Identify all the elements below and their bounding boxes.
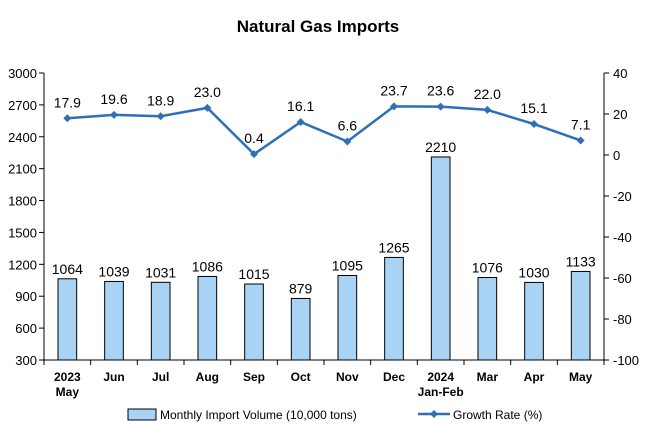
line-data-label: 7.1 xyxy=(571,116,591,132)
right-axis-tick-label: 20 xyxy=(613,107,627,122)
bar-data-label: 1095 xyxy=(332,257,363,273)
x-axis-tick-label: Jun xyxy=(103,370,124,384)
line-data-label: 22.0 xyxy=(474,86,501,102)
line-data-label: 6.6 xyxy=(338,117,358,133)
bar xyxy=(244,283,264,361)
bar-data-label: 1030 xyxy=(518,264,549,280)
bar-data-label: 1064 xyxy=(52,261,83,277)
line-data-label: 16.1 xyxy=(287,98,314,114)
left-axis-tick-label: 3000 xyxy=(8,66,37,81)
line-point xyxy=(436,102,445,111)
x-axis-tick-label: 2024 xyxy=(427,370,454,384)
line-point xyxy=(343,137,352,146)
legend-line-marker xyxy=(430,410,438,418)
line-data-label: 0.4 xyxy=(244,130,264,146)
bar-data-label: 879 xyxy=(289,280,313,296)
x-axis-tick-label: 2023 xyxy=(54,370,81,384)
right-axis-tick-label: -60 xyxy=(613,271,632,286)
line-point xyxy=(576,136,585,145)
bar-data-label: 1133 xyxy=(566,253,596,269)
x-axis-tick-label: Nov xyxy=(336,370,359,384)
left-axis-tick-label: 1200 xyxy=(8,257,37,272)
bar-data-label: 2210 xyxy=(425,139,456,155)
x-axis-tick-label: Oct xyxy=(291,370,311,384)
bar xyxy=(524,281,544,361)
chart-title: Natural Gas Imports xyxy=(237,17,400,36)
bar-data-label: 1076 xyxy=(472,260,503,276)
line-series xyxy=(63,102,585,159)
left-axis-tick-label: 300 xyxy=(15,353,37,368)
x-axis-tick-label: Aug xyxy=(196,370,219,384)
x-axis-tick-label: Apr xyxy=(524,370,545,384)
x-axis-tick-label: Jan-Feb xyxy=(418,385,464,399)
line-point xyxy=(156,112,165,121)
line-point xyxy=(110,110,118,119)
bar xyxy=(150,281,171,361)
bar-data-labels: 1064 1039 1031 1086 1015 879 1095 1265 2210 1076 1… xyxy=(52,139,596,296)
left-axis-tick-label: 1500 xyxy=(8,225,37,240)
bar xyxy=(337,274,358,361)
bar xyxy=(430,156,451,361)
x-axis-tick-label: May xyxy=(569,370,593,384)
right-axis-tick-label: -40 xyxy=(613,230,632,245)
line-point xyxy=(250,150,258,159)
legend-line-label: Growth Rate (%) xyxy=(453,408,542,422)
bar xyxy=(197,275,218,361)
bar xyxy=(384,256,404,361)
bar-series xyxy=(57,156,591,361)
bar xyxy=(477,277,498,361)
left-axis-tick-label: 2700 xyxy=(8,98,37,113)
bar-data-label: 1086 xyxy=(192,258,223,274)
line-point xyxy=(63,114,72,123)
bar xyxy=(104,280,124,361)
line-data-label: 15.1 xyxy=(520,100,547,116)
left-axis-tick-label: 1800 xyxy=(8,194,37,209)
line-data-label: 17.9 xyxy=(54,94,81,110)
line-data-labels: 17.9 19.6 18.9 23.0 0.4 16.1 6.6 23.7 23.6 22.0 15… xyxy=(54,82,591,146)
left-axis-tick-label: 900 xyxy=(15,289,37,304)
legend-bar-label: Monthly Import Volume (10,000 tons) xyxy=(160,408,357,422)
left-axis-tick-label: 2400 xyxy=(8,130,37,145)
line-point xyxy=(530,120,538,129)
right-axis-tick-label: -20 xyxy=(613,189,632,204)
x-axis-tick-label: Dec xyxy=(383,370,405,384)
line-point xyxy=(296,117,305,126)
legend: Monthly Import Volume (10,000 tons) Grow… xyxy=(127,408,542,422)
bar xyxy=(570,270,591,361)
right-axis: -100 -80 -60 -40 -20 0 20 40 xyxy=(603,66,639,368)
bar-data-label: 1015 xyxy=(238,266,269,282)
growth-rate-line xyxy=(67,105,582,156)
right-axis-tick-label: -100 xyxy=(613,353,639,368)
x-axis-tick-label: Sep xyxy=(243,370,265,384)
x-axis-tick-label: May xyxy=(56,385,80,399)
right-axis-tick-label: 0 xyxy=(613,148,620,163)
right-axis-tick-label: 40 xyxy=(613,66,627,81)
line-data-label: 23.7 xyxy=(380,82,407,98)
left-axis: 300 600 900 1200 1500 1800 2100 2400 2700 3000 xyxy=(8,66,45,368)
line-point xyxy=(203,103,212,112)
bar xyxy=(290,297,311,361)
bar-data-label: 1265 xyxy=(378,239,409,255)
line-data-label: 23.0 xyxy=(194,84,221,100)
bar-data-label: 1031 xyxy=(145,264,176,280)
line-point xyxy=(390,102,398,111)
bar-data-label: 1039 xyxy=(98,263,129,279)
line-data-label: 23.6 xyxy=(427,83,454,99)
x-axis-tick-label: Jul xyxy=(152,370,169,384)
right-axis-tick-label: -80 xyxy=(613,312,632,327)
legend-bar-swatch xyxy=(127,408,157,421)
bar xyxy=(57,278,78,361)
line-data-label: 19.6 xyxy=(100,91,127,107)
left-axis-tick-label: 2100 xyxy=(8,162,37,177)
line-point xyxy=(483,105,492,114)
left-axis-tick-label: 600 xyxy=(15,321,37,336)
line-data-label: 18.9 xyxy=(147,92,174,108)
x-axis-tick-label: Mar xyxy=(477,370,499,384)
